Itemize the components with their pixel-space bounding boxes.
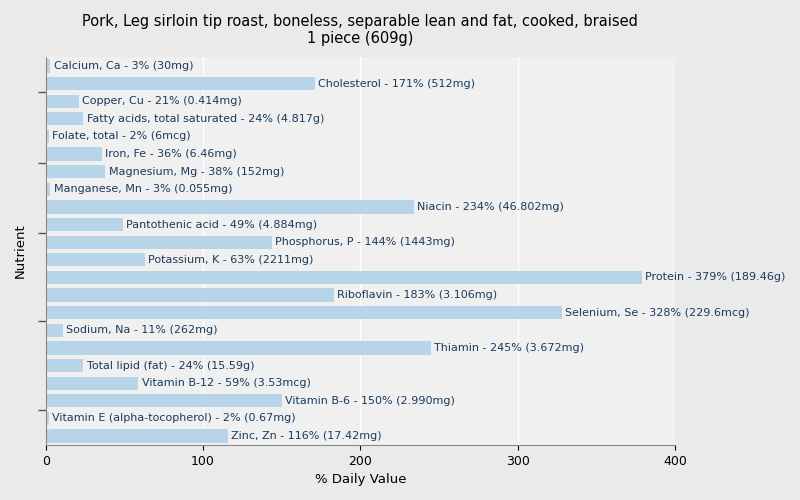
Bar — [46, 165, 106, 178]
Text: Magnesium, Mg - 38% (152mg): Magnesium, Mg - 38% (152mg) — [109, 166, 284, 176]
Text: Vitamin B-12 - 59% (3.53mcg): Vitamin B-12 - 59% (3.53mcg) — [142, 378, 310, 388]
Text: Copper, Cu - 21% (0.414mg): Copper, Cu - 21% (0.414mg) — [82, 96, 242, 106]
Text: Niacin - 234% (46.802mg): Niacin - 234% (46.802mg) — [417, 202, 564, 212]
Bar — [46, 376, 138, 390]
Text: Manganese, Mn - 3% (0.055mg): Manganese, Mn - 3% (0.055mg) — [54, 184, 232, 194]
Text: Potassium, K - 63% (2211mg): Potassium, K - 63% (2211mg) — [148, 255, 314, 265]
Bar — [46, 342, 431, 354]
Text: Phosphorus, P - 144% (1443mg): Phosphorus, P - 144% (1443mg) — [275, 237, 455, 247]
Bar — [46, 236, 272, 249]
X-axis label: % Daily Value: % Daily Value — [314, 473, 406, 486]
Text: Folate, total - 2% (6mcg): Folate, total - 2% (6mcg) — [52, 132, 190, 141]
Text: Zinc, Zn - 116% (17.42mg): Zinc, Zn - 116% (17.42mg) — [231, 431, 382, 441]
Text: Vitamin B-6 - 150% (2.990mg): Vitamin B-6 - 150% (2.990mg) — [285, 396, 454, 406]
Bar — [46, 394, 282, 407]
Text: Calcium, Ca - 3% (30mg): Calcium, Ca - 3% (30mg) — [54, 61, 193, 71]
Bar — [46, 253, 145, 266]
Bar — [46, 324, 63, 337]
Text: Fatty acids, total saturated - 24% (4.817g): Fatty acids, total saturated - 24% (4.81… — [86, 114, 324, 124]
Bar — [46, 77, 314, 90]
Text: Selenium, Se - 328% (229.6mcg): Selenium, Se - 328% (229.6mcg) — [565, 308, 750, 318]
Bar — [46, 412, 49, 425]
Bar — [46, 200, 414, 213]
Text: Vitamin E (alpha-tocopherol) - 2% (0.67mg): Vitamin E (alpha-tocopherol) - 2% (0.67m… — [52, 414, 295, 424]
Text: Protein - 379% (189.46g): Protein - 379% (189.46g) — [646, 272, 786, 282]
Bar — [46, 148, 102, 160]
Bar — [46, 94, 78, 108]
Text: Sodium, Na - 11% (262mg): Sodium, Na - 11% (262mg) — [66, 326, 218, 336]
Text: Total lipid (fat) - 24% (15.59g): Total lipid (fat) - 24% (15.59g) — [86, 360, 254, 370]
Bar — [46, 182, 50, 196]
Bar — [46, 306, 562, 320]
Bar — [46, 359, 83, 372]
Text: Riboflavin - 183% (3.106mg): Riboflavin - 183% (3.106mg) — [337, 290, 497, 300]
Title: Pork, Leg sirloin tip roast, boneless, separable lean and fat, cooked, braised
1: Pork, Leg sirloin tip roast, boneless, s… — [82, 14, 638, 46]
Bar — [46, 288, 334, 302]
Text: Cholesterol - 171% (512mg): Cholesterol - 171% (512mg) — [318, 78, 475, 88]
Bar — [46, 218, 122, 231]
Bar — [46, 130, 49, 143]
Bar — [46, 430, 228, 442]
Bar — [46, 60, 50, 72]
Bar — [46, 271, 642, 284]
Text: Iron, Fe - 36% (6.46mg): Iron, Fe - 36% (6.46mg) — [106, 149, 237, 159]
Text: Pantothenic acid - 49% (4.884mg): Pantothenic acid - 49% (4.884mg) — [126, 220, 317, 230]
Y-axis label: Nutrient: Nutrient — [14, 224, 27, 278]
Bar — [46, 112, 83, 126]
Text: Thiamin - 245% (3.672mg): Thiamin - 245% (3.672mg) — [434, 343, 584, 353]
